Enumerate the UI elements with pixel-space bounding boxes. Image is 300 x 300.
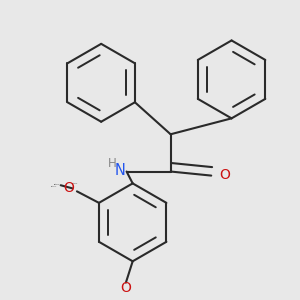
Text: O: O (219, 168, 230, 182)
Text: H: H (108, 157, 116, 170)
Text: O: O (63, 181, 74, 195)
Text: methoxy: methoxy (72, 183, 78, 184)
Text: O: O (120, 281, 131, 296)
Text: methoxy: methoxy (51, 186, 57, 187)
Text: methoxy: methoxy (8, 180, 53, 190)
Text: methoxy: methoxy (54, 183, 60, 184)
Text: N: N (114, 163, 125, 178)
